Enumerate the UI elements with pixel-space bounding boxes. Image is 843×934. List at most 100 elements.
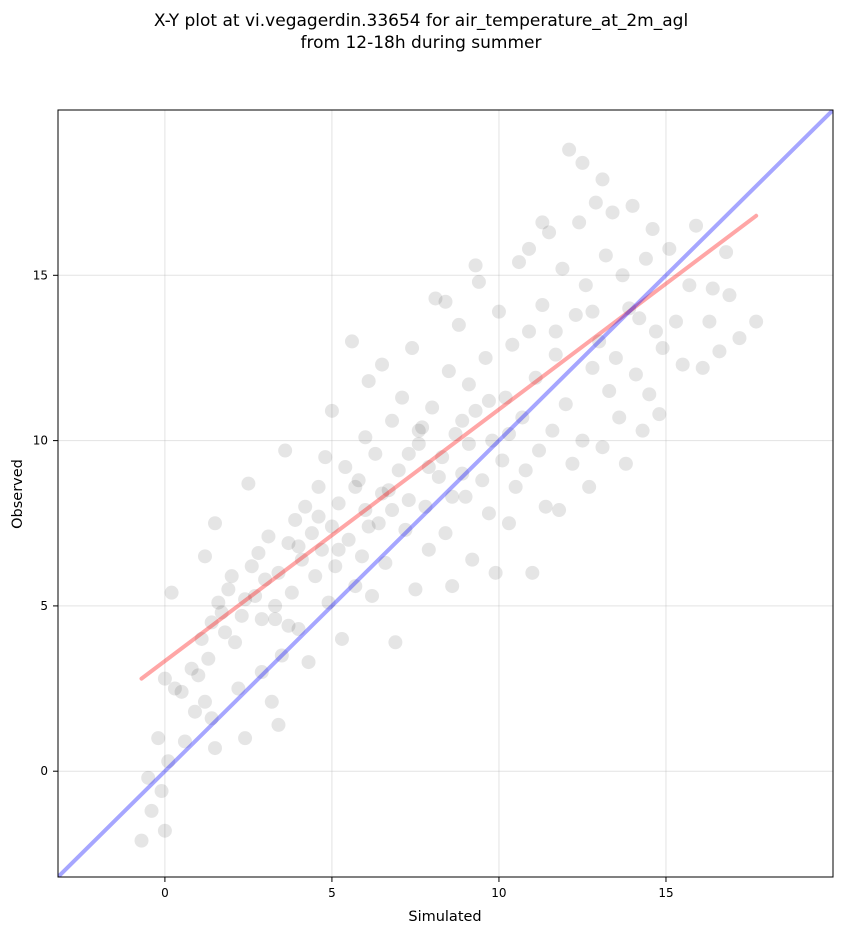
scatter-point [344, 334, 359, 349]
scatter-point [458, 489, 473, 504]
scatter-points [134, 142, 764, 848]
scatter-point [575, 155, 590, 170]
scatter-point [157, 671, 172, 686]
scatter-point [151, 731, 166, 746]
chart-title: X-Y plot at vi.vegagerdin.33654 for air_… [154, 11, 688, 53]
scatter-point [371, 516, 386, 531]
scatter-point [354, 549, 369, 564]
x-axis-label: Simulated [408, 909, 481, 925]
scatter-point [542, 225, 557, 240]
scatter-point [415, 420, 430, 435]
scatter-point [318, 450, 333, 465]
scatter-point [441, 364, 456, 379]
scatter-point [281, 536, 296, 551]
scatter-point [588, 195, 603, 210]
scatter-point [455, 466, 470, 481]
scatter-point [154, 784, 169, 799]
scatter-point [258, 572, 273, 587]
scatter-point [668, 314, 683, 329]
scatter-point [578, 278, 593, 293]
scatter-point [461, 436, 476, 451]
scatter-point [635, 423, 650, 438]
scatter-point [144, 803, 159, 818]
scatter-point [498, 390, 513, 405]
scatter-point [361, 519, 376, 534]
scatter-point [582, 479, 597, 494]
scatter-point [491, 304, 506, 319]
scatter-point [351, 473, 366, 488]
scatter-point [358, 430, 373, 445]
scatter-point [431, 469, 446, 484]
scatter-point [438, 294, 453, 309]
scatter-point [448, 426, 463, 441]
scatter-point [264, 694, 279, 709]
scatter-point [548, 324, 563, 339]
scatter-point [314, 542, 329, 557]
scatter-point [585, 304, 600, 319]
scatter-point [421, 542, 436, 557]
scatter-point [595, 440, 610, 455]
identity-line [58, 110, 833, 877]
scatter-point [294, 552, 309, 567]
scatter-point [675, 357, 690, 372]
x-tick-label: 5 [328, 886, 336, 900]
scatter-point [411, 423, 426, 438]
scatter-point [411, 436, 426, 451]
scatter-point [141, 770, 156, 785]
scatter-point [244, 559, 259, 574]
scatter-point [418, 499, 433, 514]
scatter-point [204, 711, 219, 726]
scatter-point [455, 413, 470, 428]
scatter-point [231, 681, 246, 696]
scatter-point [602, 384, 617, 399]
scatter-point [157, 823, 172, 838]
scatter-point [518, 463, 533, 478]
scatter-point [271, 565, 286, 580]
scatter-point [218, 625, 233, 640]
scatter-point [749, 314, 764, 329]
scatter-point [321, 595, 336, 610]
scatter-point [375, 357, 390, 372]
scatter-point [605, 205, 620, 220]
scatter-point [304, 526, 319, 541]
scatter-point [461, 377, 476, 392]
scatter-point [438, 526, 453, 541]
scatter-point [532, 443, 547, 458]
scatter-point [385, 413, 400, 428]
scatter-point [695, 360, 710, 375]
scatter-point [645, 222, 660, 237]
scatter-point [618, 456, 633, 471]
scatter-point [311, 479, 326, 494]
scatter-point [238, 592, 253, 607]
scatter-point [378, 555, 393, 570]
scatter-point [391, 463, 406, 478]
scatter-point [184, 661, 199, 676]
scatter-point [435, 450, 450, 465]
scatter-point [485, 433, 500, 448]
scatter-point [334, 631, 349, 646]
scatter-point [648, 324, 663, 339]
x-tick-label: 10 [491, 886, 506, 900]
scatter-point [568, 307, 583, 322]
scatter-point [705, 281, 720, 296]
scatter-point [338, 460, 353, 475]
scatter-point [465, 552, 480, 567]
scatter-point [475, 473, 490, 488]
scatter-point [652, 407, 667, 422]
scatter-point [254, 612, 269, 627]
scatter-point [628, 367, 643, 382]
scatter-point [281, 618, 296, 633]
scatter-point [251, 546, 266, 561]
scatter-point [291, 539, 306, 554]
scatter-point [702, 314, 717, 329]
scatter-point [208, 741, 223, 756]
scatter-point [204, 615, 219, 630]
scatter-point [535, 215, 550, 230]
scatter-point [221, 582, 236, 597]
scatter-point [331, 542, 346, 557]
scatter-point [324, 403, 339, 418]
scatter-point [501, 516, 516, 531]
scatter-point [201, 651, 216, 666]
scatter-point [234, 608, 249, 623]
